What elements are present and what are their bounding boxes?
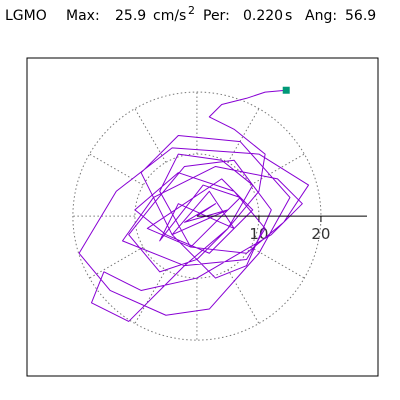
max-unit-power: 2 xyxy=(188,4,195,17)
per-label: Per: xyxy=(203,8,230,24)
spoke xyxy=(250,246,305,279)
end-marker xyxy=(282,86,290,94)
station: LGMO xyxy=(5,8,47,24)
ring-label: 20 xyxy=(311,225,330,243)
trajectory xyxy=(78,89,310,322)
spoke xyxy=(89,153,144,186)
per-unit: s xyxy=(285,8,292,24)
spoke xyxy=(89,246,144,279)
ang-value: 56.9 xyxy=(345,8,376,24)
spoke xyxy=(227,269,260,324)
chart-title: LGMO Max: 25.9 cm/s 2 Per: 0.220 s Ang: … xyxy=(5,2,376,24)
per-value: 0.220 xyxy=(243,8,283,24)
ang-label: Ang: xyxy=(305,8,337,24)
max-unit: cm/s xyxy=(153,8,186,24)
max-label: Max: xyxy=(66,8,100,24)
max-value: 25.9 xyxy=(115,8,146,24)
spoke xyxy=(250,153,305,186)
spoke xyxy=(134,108,167,163)
spoke xyxy=(134,269,167,324)
plot-frame xyxy=(26,57,379,377)
spoke xyxy=(227,108,260,163)
